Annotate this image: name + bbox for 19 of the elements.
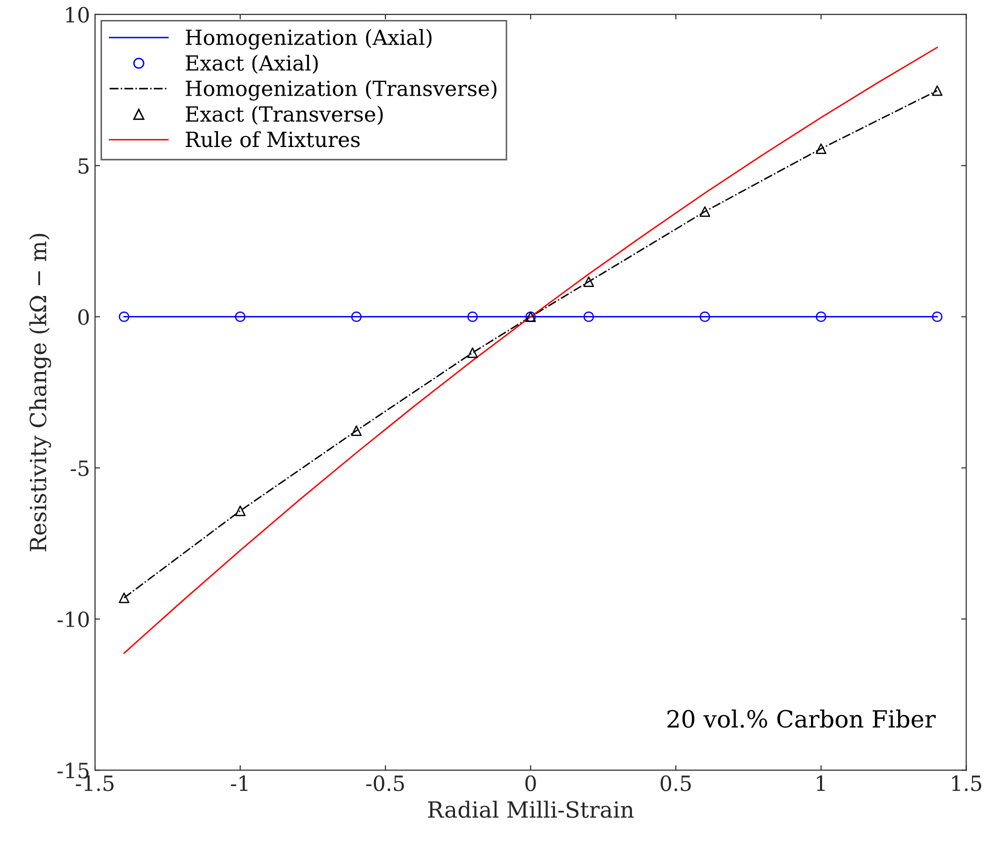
legend-label: Rule of Mixtures bbox=[186, 131, 360, 148]
y-axis-title: Resistivity Change (kΩ − m) bbox=[29, 234, 52, 552]
legend-label: Homogenization (Transverse) bbox=[186, 80, 496, 101]
y-tick-label: -10 bbox=[58, 611, 89, 628]
legend-label: Homogenization (Axial) bbox=[186, 29, 432, 50]
y-tick-label: -5 bbox=[70, 460, 89, 476]
x-tick-label: 1.5 bbox=[952, 775, 982, 792]
y-tick-label: 5 bbox=[78, 158, 89, 174]
annotation: 20 vol.% Carbon Fiber bbox=[667, 710, 936, 728]
x-tick-label: -1 bbox=[231, 775, 248, 791]
x-tick-label: 0.5 bbox=[660, 775, 691, 792]
x-tick-label: -0.5 bbox=[366, 775, 404, 792]
legend-label: Exact (Transverse) bbox=[186, 106, 383, 125]
x-axis-title: Radial Milli-Strain bbox=[428, 800, 634, 818]
x-tick-label: 1 bbox=[816, 775, 825, 791]
y-tick-label: 10 bbox=[66, 6, 89, 23]
legend-label: Exact (Axial) bbox=[186, 54, 318, 74]
y-tick-label: 0 bbox=[78, 309, 89, 325]
x-tick-label: 0 bbox=[525, 775, 536, 792]
